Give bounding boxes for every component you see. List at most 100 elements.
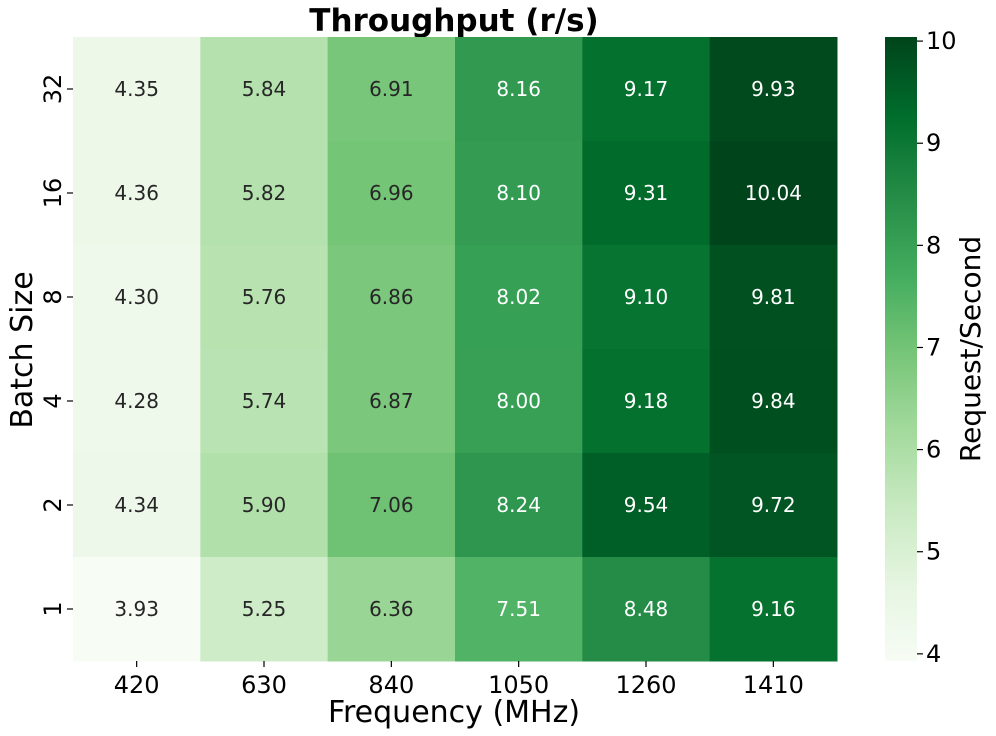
cell-value-label: 9.84: [751, 389, 796, 413]
heatmap-cells: 4.35 5.84 6.91 8.16 9.17 9.93 4.36 5.82 6.96 8.10…: [73, 37, 838, 662]
heatmap-cell: [709, 453, 838, 558]
heatmap-cell: [200, 557, 329, 662]
heatmap-cell: [455, 557, 583, 662]
cell-value-label: 9.10: [624, 285, 669, 309]
cell-value-label: 4.36: [114, 181, 159, 205]
cell-value-label: 9.81: [751, 285, 796, 309]
cell-value-label: 5.76: [242, 285, 287, 309]
heatmap-cell: [327, 141, 456, 246]
heatmap-cell: [327, 557, 456, 662]
colorbar-tick-label: 5: [926, 538, 941, 566]
heatmap-cell: [73, 349, 201, 454]
heatmap-cell: [73, 245, 201, 350]
heatmap-cell: [73, 557, 201, 662]
x-axis-ticks: 420 630 840 1050 1260 1410: [114, 661, 804, 699]
heatmap-cell: [582, 245, 711, 350]
heatmap-cell: [327, 245, 456, 350]
colorbar-tick-label: 7: [926, 333, 941, 361]
heatmap-cell: [709, 141, 838, 246]
colorbar-ticks: 4 5 6 7 8 9 10: [917, 27, 957, 668]
cell-value-label: 8.02: [496, 285, 541, 309]
colorbar-tick-label: 9: [926, 129, 941, 157]
cell-value-label: 7.51: [496, 597, 541, 621]
x-tick-label: 1260: [615, 671, 676, 699]
cell-value-label: 7.06: [369, 493, 414, 517]
heatmap-cell: [200, 349, 329, 454]
x-tick-label: 1050: [488, 671, 549, 699]
heatmap-cell: [582, 557, 711, 662]
cell-value-label: 9.72: [751, 493, 796, 517]
heatmap-cell: [709, 349, 838, 454]
cell-value-label: 9.16: [751, 597, 796, 621]
y-tick-label: 32: [39, 74, 67, 105]
heatmap-cell: [455, 453, 583, 558]
cell-value-label: 9.17: [624, 77, 669, 101]
y-tick-label: 8: [39, 289, 67, 304]
colorbar-label: Request/Second: [954, 236, 987, 462]
heatmap-cell: [582, 453, 711, 558]
y-axis-label: Batch Size: [5, 271, 40, 428]
cell-value-label: 5.82: [242, 181, 287, 205]
heatmap-cell: [709, 557, 838, 662]
y-tick-label: 16: [39, 178, 67, 209]
cell-value-label: 6.96: [369, 181, 414, 205]
heatmap-cell: [200, 141, 329, 246]
heatmap-cell: [455, 37, 583, 142]
heatmap-cell: [709, 37, 838, 142]
cell-value-label: 4.34: [114, 493, 159, 517]
cell-value-label: 4.28: [114, 389, 159, 413]
y-tick-label: 2: [39, 497, 67, 512]
cell-value-label: 5.84: [242, 77, 287, 101]
cell-value-label: 9.93: [751, 77, 796, 101]
heatmap-cell: [582, 37, 711, 142]
colorbar-tick-label: 6: [926, 436, 941, 464]
heatmap-cell: [73, 453, 201, 558]
colorbar-tick-label: 10: [926, 27, 957, 55]
cell-value-label: 6.36: [369, 597, 414, 621]
y-tick-label: 4: [39, 393, 67, 408]
cell-value-label: 5.74: [242, 389, 287, 413]
cell-value-label: 5.90: [242, 493, 287, 517]
cell-value-label: 5.25: [242, 597, 287, 621]
colorbar: [885, 37, 917, 661]
cell-value-label: 9.18: [624, 389, 669, 413]
x-tick-label: 630: [241, 671, 287, 699]
cell-value-label: 8.48: [624, 597, 669, 621]
heatmap-cell: [455, 245, 583, 350]
heatmap-cell: [73, 141, 201, 246]
y-tick-label: 1: [39, 601, 67, 616]
chart-title: Throughput (r/s): [309, 3, 598, 39]
x-tick-label: 420: [114, 671, 160, 699]
x-axis-label: Frequency (MHz): [328, 695, 580, 730]
heatmap-cell: [200, 453, 329, 558]
cell-value-label: 4.35: [114, 77, 159, 101]
heatmap-cell: [709, 245, 838, 350]
heatmap-cell: [455, 349, 583, 454]
x-tick-label: 1410: [743, 671, 804, 699]
y-axis-ticks: 32 16 8 4 2 1: [39, 74, 73, 617]
heatmap-cell: [327, 37, 456, 142]
heatmap-cell: [327, 453, 456, 558]
heatmap-cell: [582, 141, 711, 246]
cell-value-label: 6.86: [369, 285, 414, 309]
heatmap-cell: [200, 245, 329, 350]
cell-value-label: 9.54: [624, 493, 669, 517]
heatmap-cell: [327, 349, 456, 454]
colorbar-tick-label: 4: [926, 640, 941, 668]
x-tick-label: 840: [368, 671, 414, 699]
cell-value-label: 8.16: [496, 77, 541, 101]
cell-value-label: 4.30: [114, 285, 159, 309]
cell-value-label: 8.00: [496, 389, 541, 413]
cell-value-label: 6.87: [369, 389, 414, 413]
cell-value-label: 3.93: [114, 597, 159, 621]
heatmap-cell: [455, 141, 583, 246]
cell-value-label: 10.04: [745, 181, 802, 205]
colorbar-tick-label: 8: [926, 231, 941, 259]
heatmap-cell: [200, 37, 329, 142]
heatmap-cell: [582, 349, 711, 454]
cell-value-label: 6.91: [369, 77, 414, 101]
heatmap-cell: [73, 37, 201, 142]
cell-value-label: 8.10: [496, 181, 541, 205]
cell-value-label: 8.24: [496, 493, 541, 517]
